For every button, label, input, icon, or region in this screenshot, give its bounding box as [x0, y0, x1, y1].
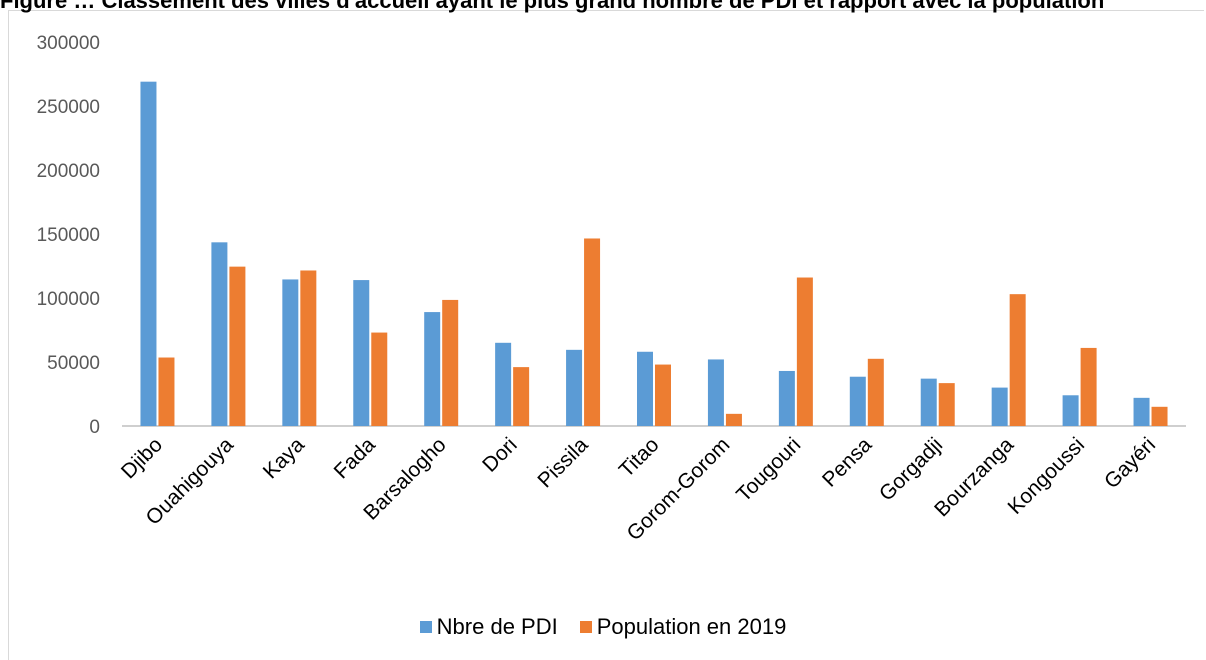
chart-area-border — [8, 10, 1204, 660]
legend-swatch-series-2 — [579, 621, 592, 633]
bar-pdi-pensa — [849, 376, 866, 426]
legend-item-series-2: Population en 2019 — [579, 614, 787, 640]
x-tick-label: Tougouri — [732, 433, 805, 506]
bar-population-barsalogho — [442, 299, 459, 426]
bar-population-gorgadji — [938, 383, 955, 426]
bar-pdi-kaya — [282, 279, 299, 426]
bar-pdi-dori — [495, 342, 512, 426]
bar-pdi-gorom-gorom — [707, 359, 724, 426]
bar-pdi-ouahigouya — [211, 242, 228, 426]
x-tick-label: Gorgadji — [875, 433, 947, 505]
x-tick-label: Dori — [478, 433, 521, 476]
bar-pdi-pissila — [566, 349, 583, 426]
bar-pdi-tougouri — [778, 370, 795, 426]
bar-pdi-djibo — [140, 81, 157, 427]
x-tick-label: Fada — [330, 433, 380, 483]
bar-pdi-bourzanga — [991, 387, 1008, 426]
bar-population-tougouri — [796, 277, 813, 426]
y-tick-label: 300000 — [37, 33, 100, 54]
x-tick-label: Titao — [615, 433, 664, 482]
x-tick-label: Kaya — [259, 433, 309, 483]
bars — [140, 81, 1168, 427]
y-tick-label: 50000 — [47, 353, 100, 374]
x-tick-label: Pensa — [818, 433, 877, 492]
bar-pdi-titao — [637, 351, 653, 426]
bar-population-kaya — [300, 270, 317, 426]
legend-swatch-series-1 — [419, 621, 432, 633]
legend: Nbre de PDI Population en 2019 — [0, 614, 1206, 640]
x-tick-label: Djibo — [117, 433, 167, 483]
bar-population-djibo — [158, 357, 175, 426]
y-tick-label: 100000 — [37, 289, 100, 310]
y-tick-label: 250000 — [37, 97, 100, 118]
bar-pdi-fada — [353, 280, 370, 426]
x-tick-label: Pissila — [533, 433, 592, 492]
legend-label-series-2: Population en 2019 — [596, 614, 787, 639]
bar-population-dori — [513, 367, 530, 426]
y-tick-label: 150000 — [37, 225, 100, 246]
bar-population-titao — [655, 364, 671, 426]
bar-pdi-gorgadji — [920, 378, 937, 426]
y-tick-label: 200000 — [37, 161, 100, 182]
y-axis-labels: 0 50000 100000 150000 200000 250000 300000 — [37, 33, 100, 438]
x-tick-label: Kongoussi — [1004, 433, 1090, 519]
bar-population-pissila — [584, 238, 601, 426]
bar-population-pensa — [867, 358, 884, 426]
bar-population-bourzanga — [1009, 294, 1026, 426]
bar-population-kongoussi — [1080, 347, 1097, 426]
y-tick-label: 0 — [89, 417, 100, 438]
bar-population-gorom-gorom — [725, 413, 742, 426]
bar-pdi-kongoussi — [1062, 395, 1079, 426]
bar-pdi-gay-ri — [1133, 397, 1150, 426]
bar-pdi-barsalogho — [424, 312, 441, 426]
legend-item-series-1: Nbre de PDI — [419, 614, 558, 640]
bar-population-gay-ri — [1151, 406, 1168, 426]
legend-label-series-1: Nbre de PDI — [436, 614, 558, 639]
bar-population-fada — [371, 332, 388, 426]
x-tick-label: Gayéri — [1100, 433, 1160, 493]
bar-population-ouahigouya — [229, 266, 246, 426]
figure-caption: Figure … Classement des villes d'accueil… — [0, 0, 1105, 13]
